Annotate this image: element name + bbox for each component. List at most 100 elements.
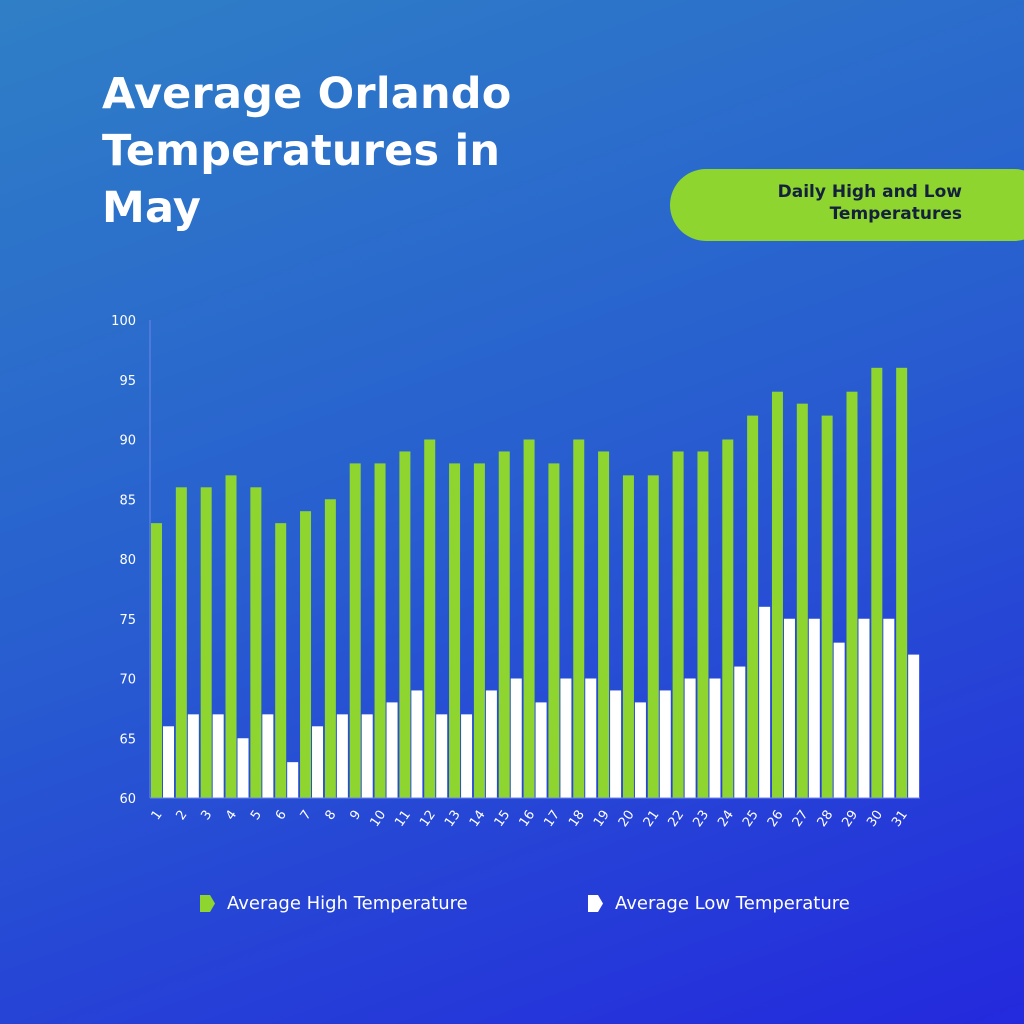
y-tick-label: 100 bbox=[111, 314, 136, 329]
legend-item-low: Average Low Temperature bbox=[588, 893, 850, 914]
bar-low-day-15 bbox=[510, 678, 522, 798]
x-tick-label: 1 bbox=[149, 808, 166, 823]
bar-high-day-18 bbox=[573, 439, 585, 798]
bars-group bbox=[151, 367, 920, 798]
y-tick-label: 80 bbox=[119, 553, 136, 568]
bar-high-day-25 bbox=[747, 415, 759, 798]
legend-swatch-low bbox=[588, 895, 603, 912]
bar-high-day-19 bbox=[598, 451, 610, 798]
subtitle-badge-text: Daily High and Low Temperatures bbox=[777, 182, 962, 224]
bar-low-day-7 bbox=[312, 726, 324, 798]
bar-high-day-7 bbox=[300, 511, 312, 798]
bar-low-day-30 bbox=[883, 618, 895, 798]
bar-high-day-9 bbox=[349, 463, 361, 798]
bar-high-day-31 bbox=[896, 367, 908, 798]
x-tick-label: 9 bbox=[347, 808, 364, 823]
bar-low-day-1 bbox=[163, 726, 174, 798]
x-tick-label: 17 bbox=[541, 808, 563, 830]
y-tick-label: 75 bbox=[119, 613, 136, 628]
bar-low-day-11 bbox=[411, 690, 423, 798]
x-tick-label: 16 bbox=[516, 808, 538, 830]
y-tick-label: 70 bbox=[119, 673, 136, 688]
y-tick-label: 65 bbox=[119, 732, 136, 747]
x-tick-label: 8 bbox=[323, 808, 340, 823]
bar-high-day-8 bbox=[324, 499, 336, 798]
bar-low-day-24 bbox=[734, 666, 746, 798]
x-tick-label: 18 bbox=[566, 808, 588, 830]
x-tick-label: 5 bbox=[248, 808, 265, 823]
x-tick-label: 11 bbox=[392, 808, 414, 830]
bar-high-day-30 bbox=[871, 367, 883, 798]
bar-high-day-3 bbox=[200, 487, 212, 798]
x-axis-ticks: 1 2 3 4 5 6 7 8 9 10 11 12 13 14 15 16 17 18 19 20 21 22 23 24 2… bbox=[149, 808, 911, 830]
bar-high-day-16 bbox=[523, 439, 535, 798]
bar-high-day-20 bbox=[622, 475, 634, 798]
bar-high-day-12 bbox=[424, 439, 436, 798]
x-tick-label: 7 bbox=[298, 808, 315, 823]
x-tick-label: 25 bbox=[740, 808, 762, 830]
legend-item-high: Average High Temperature bbox=[200, 893, 468, 914]
bar-low-day-9 bbox=[361, 714, 373, 798]
bar-high-day-17 bbox=[548, 463, 560, 798]
x-tick-label: 27 bbox=[790, 808, 812, 830]
x-tick-label: 20 bbox=[616, 808, 638, 830]
bar-low-day-22 bbox=[684, 678, 696, 798]
x-tick-label: 15 bbox=[492, 808, 514, 830]
bar-low-day-5 bbox=[262, 714, 274, 798]
bar-low-day-29 bbox=[858, 618, 870, 798]
x-tick-label: 24 bbox=[715, 808, 737, 830]
y-axis-ticks: 60 65 70 75 80 85 90 95 100 bbox=[111, 314, 136, 807]
bar-high-day-15 bbox=[498, 451, 510, 798]
x-tick-label: 4 bbox=[223, 808, 240, 823]
bar-high-day-14 bbox=[473, 463, 485, 798]
bar-high-day-4 bbox=[225, 475, 237, 798]
x-tick-label: 12 bbox=[417, 808, 439, 830]
x-tick-label: 14 bbox=[467, 808, 489, 830]
x-tick-label: 3 bbox=[198, 808, 215, 823]
bar-low-day-20 bbox=[634, 702, 646, 798]
bar-low-day-17 bbox=[560, 678, 572, 798]
x-tick-label: 28 bbox=[815, 808, 837, 830]
x-tick-label: 29 bbox=[839, 808, 861, 830]
chart-title: Average Orlando Temperatures in May bbox=[102, 69, 512, 233]
bar-low-day-10 bbox=[386, 702, 398, 798]
bar-low-day-18 bbox=[585, 678, 597, 798]
bar-low-day-16 bbox=[535, 702, 547, 798]
bar-low-day-19 bbox=[610, 690, 622, 798]
x-tick-label: 23 bbox=[690, 808, 712, 830]
legend: Average High Temperature Average Low Tem… bbox=[0, 893, 1024, 919]
legend-label-high: Average High Temperature bbox=[227, 893, 468, 914]
bar-low-day-28 bbox=[833, 642, 845, 798]
x-tick-label: 13 bbox=[442, 808, 464, 830]
x-tick-label: 21 bbox=[641, 808, 663, 830]
y-tick-label: 90 bbox=[119, 434, 136, 449]
bar-high-day-28 bbox=[821, 415, 833, 798]
bar-low-day-27 bbox=[808, 618, 820, 798]
bar-low-day-4 bbox=[237, 738, 249, 798]
x-tick-label: 22 bbox=[666, 808, 688, 830]
y-tick-label: 95 bbox=[119, 374, 136, 389]
legend-swatch-high bbox=[200, 895, 215, 912]
bar-low-day-6 bbox=[287, 762, 299, 798]
y-tick-label: 85 bbox=[119, 493, 136, 508]
bar-high-day-27 bbox=[796, 403, 808, 798]
bar-high-day-13 bbox=[449, 463, 461, 798]
x-tick-label: 19 bbox=[591, 808, 613, 830]
bar-low-day-26 bbox=[783, 618, 795, 798]
bar-high-day-29 bbox=[846, 391, 858, 798]
x-tick-label: 26 bbox=[765, 808, 787, 830]
bar-high-day-6 bbox=[275, 523, 287, 798]
bar-low-day-25 bbox=[759, 606, 771, 798]
bar-high-day-23 bbox=[697, 451, 709, 798]
bar-high-day-24 bbox=[722, 439, 734, 798]
bar-high-day-11 bbox=[399, 451, 411, 798]
bar-high-day-22 bbox=[672, 451, 684, 798]
x-tick-label: 10 bbox=[367, 808, 389, 830]
bar-high-day-2 bbox=[175, 487, 187, 798]
bar-low-day-23 bbox=[709, 678, 721, 798]
x-tick-label: 30 bbox=[864, 808, 886, 830]
bar-high-day-21 bbox=[647, 475, 659, 798]
bar-low-day-8 bbox=[336, 714, 348, 798]
subtitle-badge: Daily High and Low Temperatures bbox=[670, 169, 1024, 241]
